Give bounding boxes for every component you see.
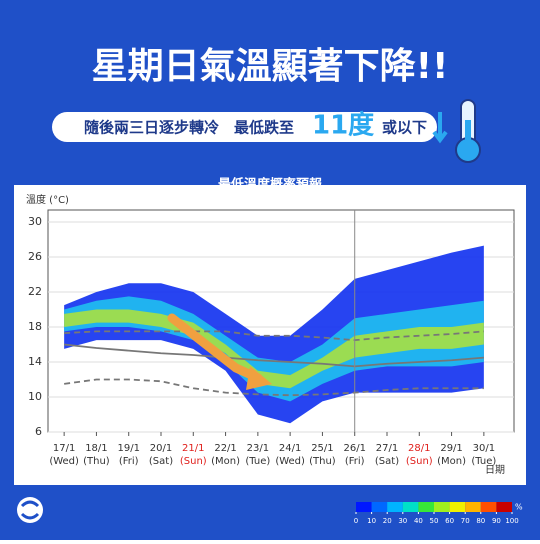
x-tick-label: 25/1 [311, 443, 333, 454]
y-tick-label: 22 [28, 285, 42, 298]
colorbar-label: 80 [476, 517, 485, 525]
colorbar-label: 10 [367, 517, 376, 525]
probability-band [64, 309, 484, 389]
dashed-line [64, 378, 484, 397]
y-tick-label: 26 [28, 250, 42, 263]
colorbar-swatch [465, 502, 481, 512]
x-tick-weekday: (Thu) [309, 456, 336, 467]
mean-line [64, 343, 484, 368]
y-tick-label: 14 [28, 355, 42, 368]
colorbar-label: 20 [383, 517, 392, 525]
x-tick-weekday: (Sun) [180, 456, 207, 467]
colorbar-swatch [418, 502, 434, 512]
colorbar-label: 90 [492, 517, 501, 525]
y-tick-label: 18 [28, 320, 42, 333]
x-tick-label: 27/1 [376, 443, 398, 454]
x-tick-weekday: (Mon) [211, 456, 240, 467]
x-tick-label: 24/1 [279, 443, 301, 454]
y-tick-label: 10 [28, 390, 42, 403]
chart-title: 最低溫度概率預報 [218, 177, 323, 193]
colorbar-unit: % [515, 503, 523, 512]
x-tick-weekday: (Wed) [275, 456, 305, 467]
x-tick-label: 29/1 [440, 443, 462, 454]
x-tick-label: 17/1 [53, 443, 75, 454]
colorbar-swatch [387, 502, 403, 512]
x-axis-label: 日期 [485, 464, 505, 476]
colorbar-swatch [371, 502, 388, 512]
subtitle: 隨後兩三日逐步轉冷 最低跌至 [84, 119, 294, 137]
y-axis-label: 溫度 (°C) [26, 193, 69, 206]
colorbar-swatch [434, 502, 450, 512]
colorbar-swatch [356, 502, 372, 512]
colorbar-label: 60 [445, 517, 454, 525]
subtitle-end: 或以下 [382, 119, 427, 137]
colorbar-swatch [402, 502, 419, 512]
thermometer-icon [432, 99, 481, 163]
x-tick-weekday: (Tue) [471, 456, 496, 467]
x-tick-label: 21/1 [182, 443, 204, 454]
x-tick-weekday: (Thu) [83, 456, 110, 467]
x-tick-label: 20/1 [150, 443, 172, 454]
colorbar-label: 0 [354, 517, 358, 525]
y-tick-label: 30 [28, 215, 42, 228]
x-tick-label: 23/1 [247, 443, 269, 454]
colorbar-label: 50 [430, 517, 439, 525]
x-tick-label: 28/1 [408, 443, 430, 454]
x-tick-weekday: (Sat) [375, 456, 399, 467]
y-tick-label: 6 [35, 425, 42, 438]
colorbar-swatch [480, 502, 497, 512]
x-tick-weekday: (Tue) [245, 456, 270, 467]
x-tick-weekday: (Sat) [149, 456, 173, 467]
subtitle-pill [52, 112, 437, 142]
x-tick-weekday: (Mon) [437, 456, 466, 467]
colorbar-swatch [496, 502, 512, 512]
colorbar-swatch [449, 502, 466, 512]
trend-arrow-head [246, 366, 272, 390]
x-tick-label: 22/1 [214, 443, 236, 454]
highlight: 11度 [312, 110, 374, 141]
probability-band [64, 245, 484, 424]
dashed-line [64, 330, 484, 342]
x-tick-weekday: (Fri) [119, 456, 139, 467]
colorbar-label: 30 [398, 517, 407, 525]
colorbar-label: 70 [461, 517, 470, 525]
logo [17, 497, 43, 523]
x-tick-label: 30/1 [473, 443, 495, 454]
colorbar-label: 100 [505, 517, 518, 525]
x-tick-weekday: (Wed) [49, 456, 79, 467]
x-tick-label: 26/1 [343, 443, 365, 454]
x-tick-weekday: (Fri) [345, 456, 365, 467]
x-tick-weekday: (Sun) [406, 456, 433, 467]
x-tick-label: 19/1 [117, 443, 139, 454]
x-tick-label: 18/1 [85, 443, 107, 454]
colorbar-label: 40 [414, 517, 423, 525]
headline: 星期日氣溫顯著下降!! [92, 46, 449, 87]
